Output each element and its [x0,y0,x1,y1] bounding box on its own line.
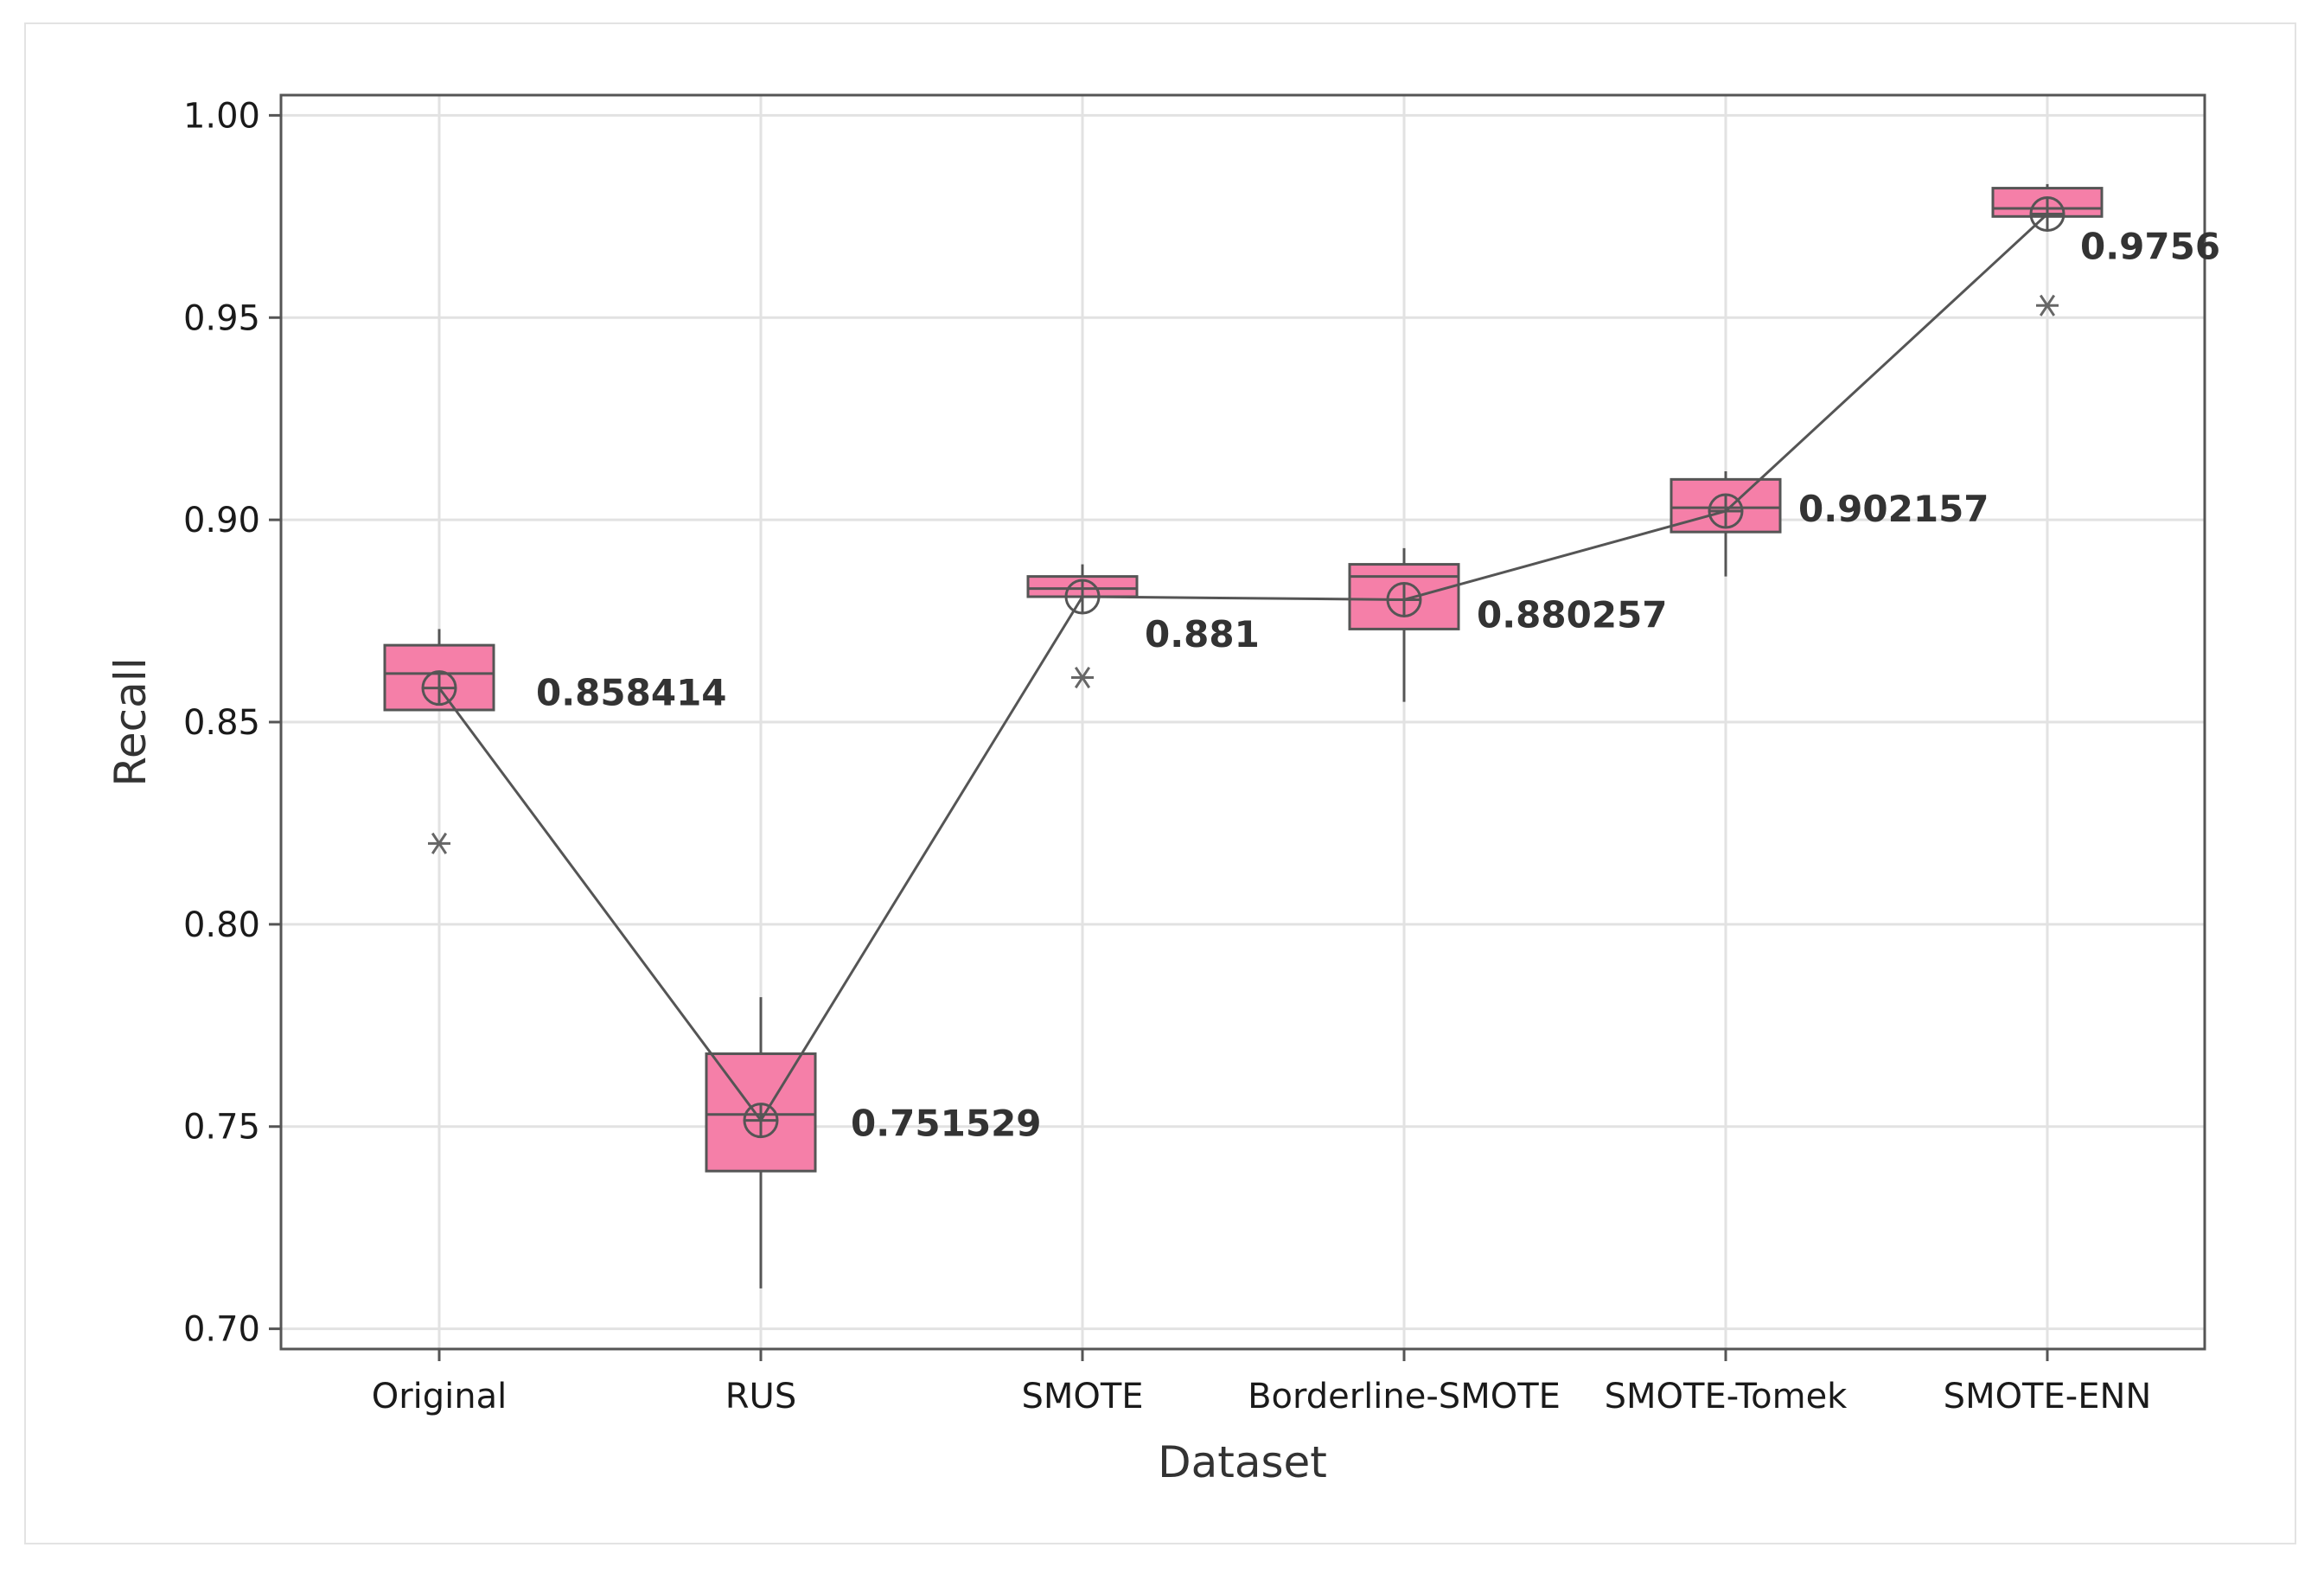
mean-marker [1064,579,1101,615]
mean-connect-polyline [437,213,2049,1123]
x-tick-label: SMOTE-ENN [1944,1377,2152,1416]
y-tick-label: 0.75 [183,1108,260,1148]
mean-marker [2029,196,2065,233]
mean-value-label: 0.880257 [1477,593,1668,636]
y-tick-label: 0.70 [183,1310,260,1350]
outliers [428,294,2059,854]
mean-marker [1386,581,1422,617]
outlier-stroke [431,832,448,854]
x-tick-label: RUS [725,1377,796,1416]
x-tick-label: Original [372,1377,508,1416]
boxes [383,183,2104,1288]
y-tick-label: 0.80 [183,905,260,945]
mean-value-label: 0.9756 [2080,226,2220,268]
outlier-marker [428,832,450,854]
x-axis-ticks: Original RUS SMOTE Borderline-SMOTE SMOTE-To… [372,1349,2152,1416]
y-axis-ticks: 0.70 0.75 0.80 0.85 0.90 0.95 1.00 [183,96,281,1350]
x-tick-label: Borderline-SMOTE [1248,1377,1561,1416]
mean-marker [421,670,457,707]
y-tick-label: 0.90 [183,501,260,540]
x-tick-label: SMOTE [1021,1377,1143,1416]
chart-frame [24,22,2296,1544]
mean-marker [743,1103,779,1139]
y-axis-title: Recall [105,657,156,786]
y-tick-label: 1.00 [183,96,260,136]
outlier-marker [2036,294,2059,317]
mean-connect-line [437,213,2049,1123]
grid-lines [281,95,2205,1349]
x-tick-label: SMOTE-Tomek [1605,1377,1848,1416]
outlier-stroke [2039,294,2056,317]
mean-markers [421,196,2065,1139]
y-tick-label: 0.85 [183,703,260,743]
mean-value-label: 0.902157 [1798,488,1989,530]
outlier-marker [1071,667,1094,689]
x-axis-title: Dataset [1158,1437,1327,1487]
mean-marker [1708,493,1744,529]
mean-value-label: 0.751529 [851,1103,1042,1145]
mean-labels: 0.858414 0.751529 0.881 0.880257 0.902157 0.9… [536,226,2220,1145]
y-tick-label: 0.95 [183,298,260,338]
outlier-stroke [1074,667,1091,689]
mean-value-label: 0.858414 [536,672,727,714]
mean-value-label: 0.881 [1145,613,1260,655]
